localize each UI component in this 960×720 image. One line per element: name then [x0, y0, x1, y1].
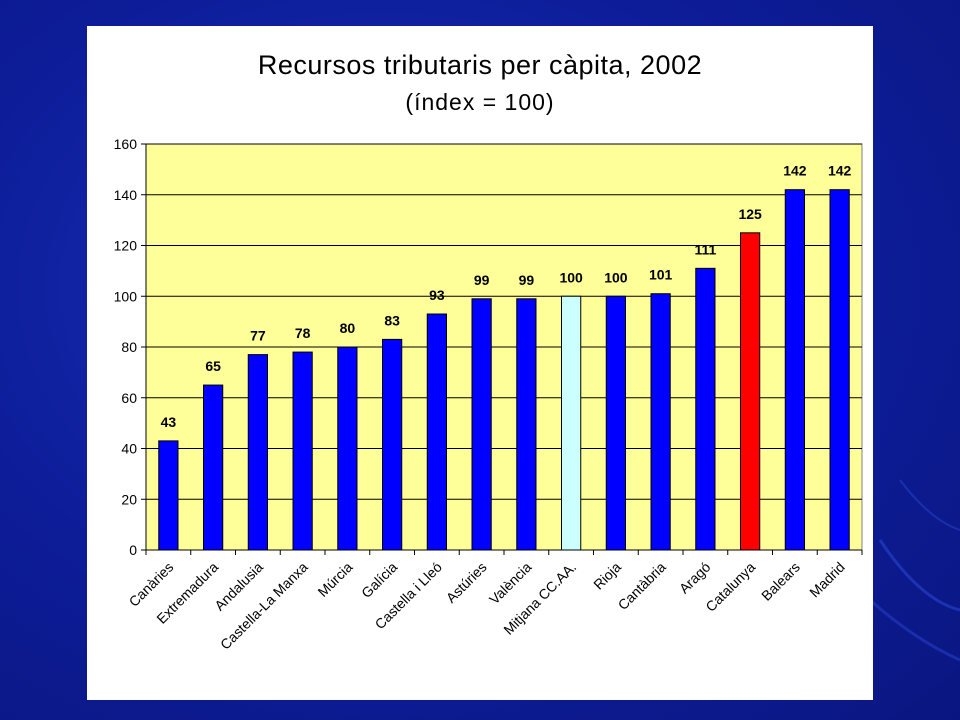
- bar-cant-bria: [650, 293, 671, 551]
- value-label: 43: [161, 414, 177, 430]
- bar-extremadura: [203, 384, 224, 551]
- value-label: 77: [250, 328, 266, 344]
- bar-balears: [784, 189, 805, 551]
- value-label: 142: [828, 163, 852, 179]
- value-labels: 43 65 77 78 80 83 93 99 99 100 100 101 111 125 142 142: [161, 163, 852, 430]
- bar-can-ries: [158, 440, 179, 551]
- bar-ast-ries: [471, 298, 492, 551]
- value-label: 99: [474, 272, 490, 288]
- chart-panel: Recursos tributaris per càpita, 2002 (ín…: [87, 26, 873, 700]
- bar-gal-cia: [382, 338, 403, 551]
- chart-subtitle: (índex = 100): [405, 89, 555, 115]
- y-tick-label: 80: [121, 339, 137, 355]
- y-tick-label: 60: [121, 390, 137, 406]
- y-axis-ticks: 0 20 40 60 80 100 120 140 160: [114, 136, 146, 558]
- bar-catalunya: [740, 232, 761, 551]
- value-label: 93: [429, 287, 445, 303]
- x-category-label: Cantàbria: [615, 559, 669, 613]
- value-label: 65: [205, 358, 221, 374]
- value-label: 99: [519, 272, 535, 288]
- y-tick-label: 40: [121, 441, 137, 457]
- value-label: 101: [649, 267, 673, 283]
- bar-andalusia: [247, 354, 268, 551]
- value-label: 78: [295, 325, 311, 341]
- x-category-label: Rioja: [590, 559, 624, 593]
- bar-val-ncia: [516, 298, 537, 551]
- y-tick-label: 0: [129, 542, 137, 558]
- x-category-label: Madrid: [806, 559, 848, 601]
- x-category-label: Catalunya: [702, 559, 758, 615]
- y-tick-label: 120: [114, 238, 138, 254]
- y-tick-label: 100: [114, 288, 138, 304]
- value-label: 125: [738, 206, 762, 222]
- bars: [158, 189, 850, 551]
- y-tick-label: 20: [121, 491, 137, 507]
- bar-arag-: [695, 267, 716, 551]
- value-label: 142: [783, 163, 807, 179]
- chart-title: Recursos tributaris per càpita, 2002: [257, 50, 703, 80]
- value-label: 83: [384, 312, 400, 328]
- x-axis-labels: CanàriesExtremaduraAndalusiaCastella-La …: [126, 550, 863, 653]
- y-tick-label: 140: [114, 187, 138, 203]
- x-category-label: Galícia: [358, 559, 400, 601]
- bar-rioja: [605, 295, 626, 551]
- bar-madrid: [829, 189, 850, 551]
- x-category-label: Aragó: [676, 559, 714, 597]
- bar-mitjana-cc-aa-: [561, 295, 582, 551]
- value-label: 100: [604, 269, 628, 285]
- x-category-label: Castella-La Manxa: [217, 559, 311, 653]
- bar-castella-i-lle-: [426, 313, 447, 551]
- value-label: 100: [559, 269, 583, 285]
- bar-castella-la-manxa: [292, 351, 313, 551]
- bar-m-rcia: [337, 346, 358, 551]
- value-label: 111: [694, 241, 716, 257]
- y-tick-label: 160: [114, 136, 138, 152]
- x-category-label: Balears: [758, 559, 803, 604]
- value-label: 80: [340, 320, 356, 336]
- x-category-label: Astúries: [443, 559, 490, 606]
- x-category-label: Múrcia: [314, 559, 355, 600]
